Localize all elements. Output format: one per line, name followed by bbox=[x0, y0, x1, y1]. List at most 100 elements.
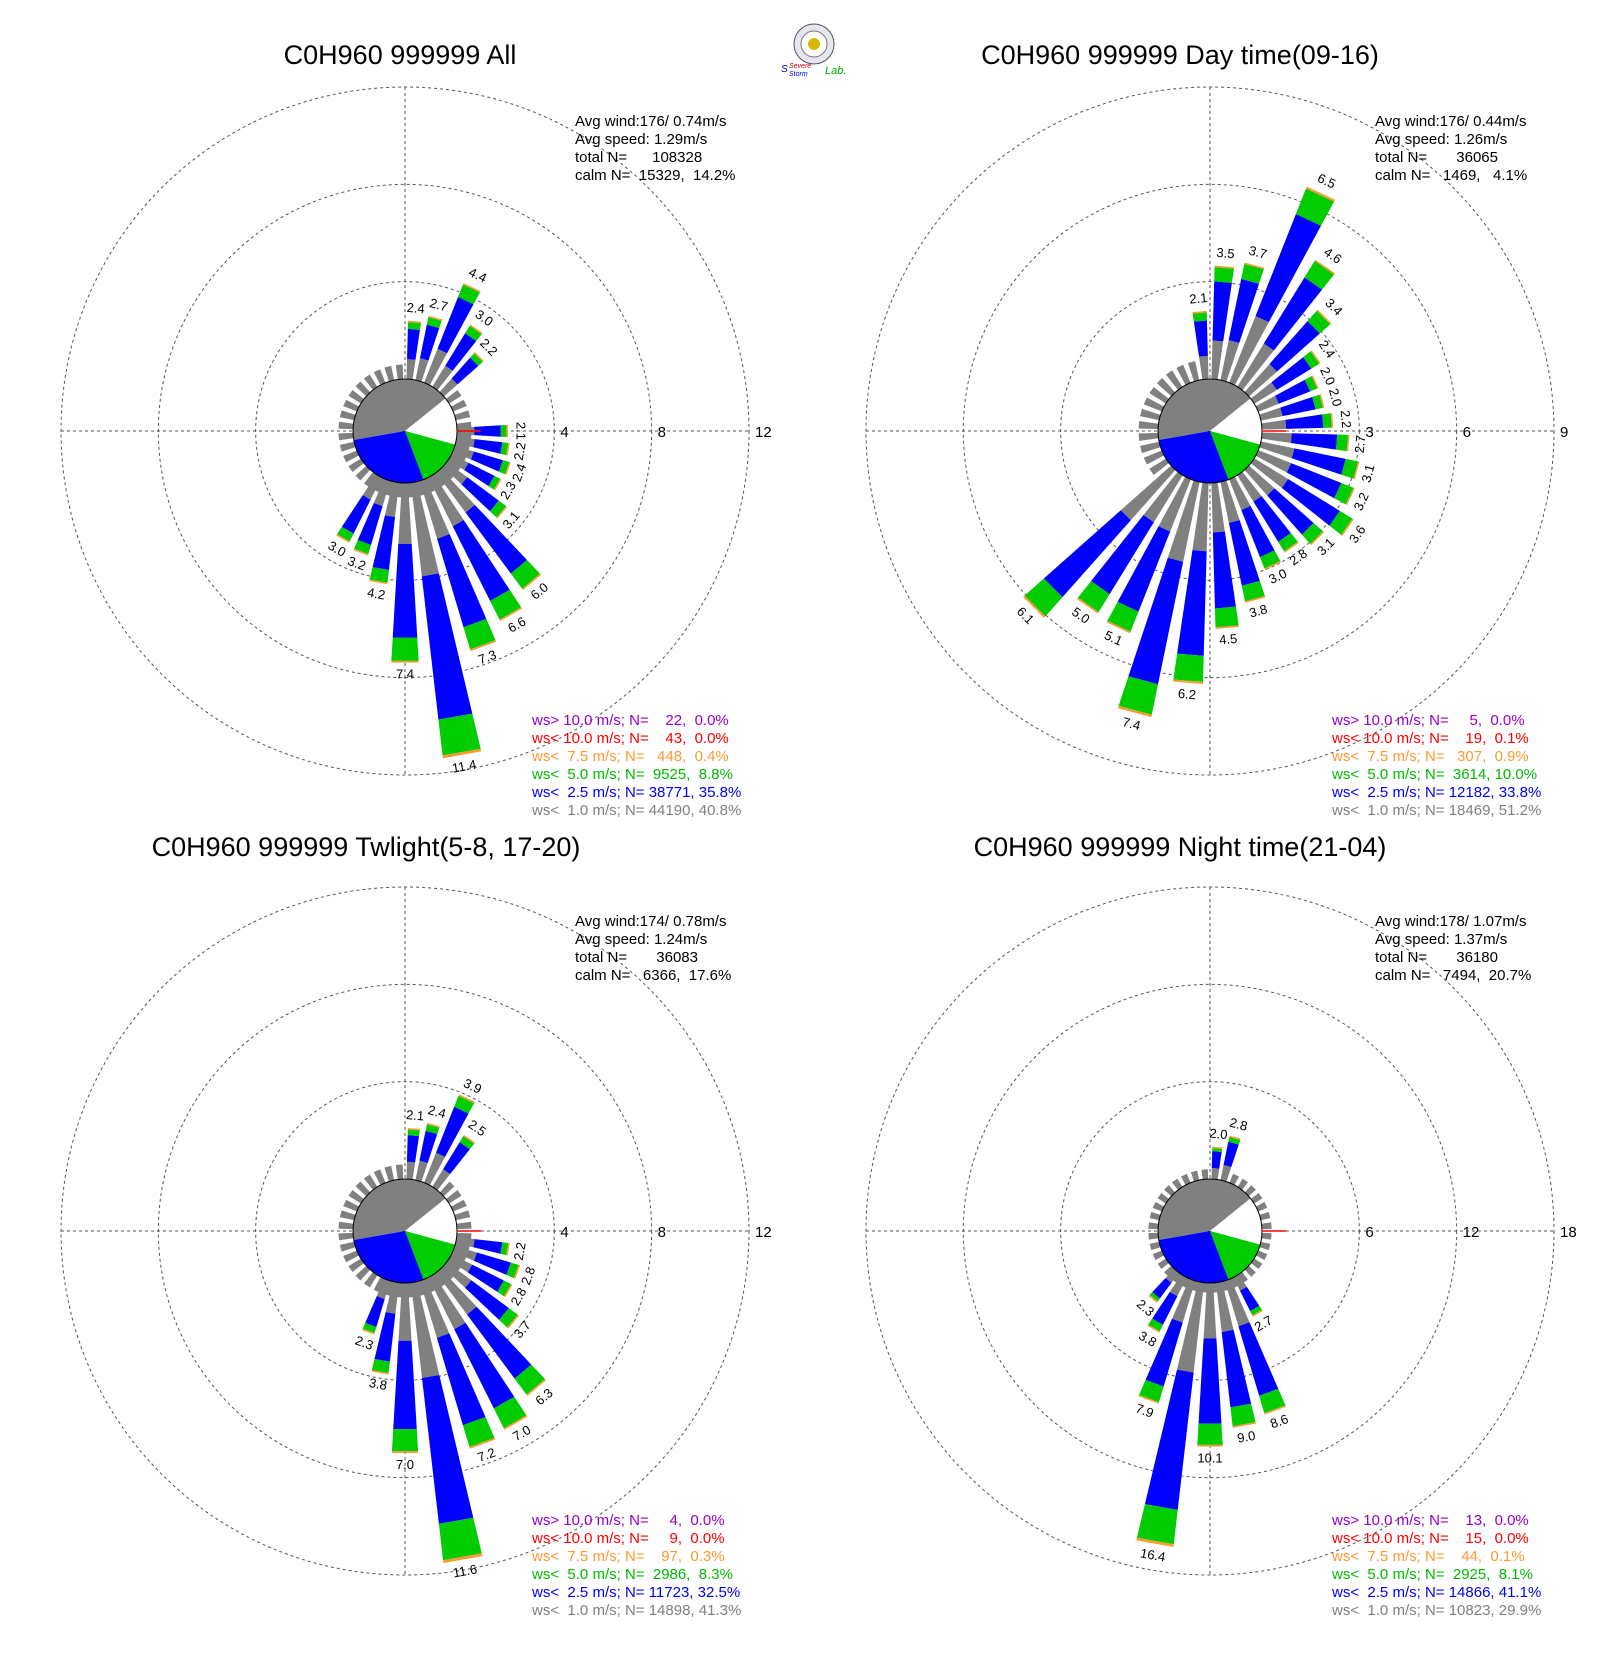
wind-bar-minor bbox=[363, 1174, 378, 1191]
wind-bar-segment-lt7_5 bbox=[504, 462, 511, 475]
wind-bar-segment-lt1 bbox=[432, 1169, 451, 1191]
ring-label: 4 bbox=[560, 424, 568, 441]
wind-bar-minor bbox=[1149, 1211, 1161, 1221]
wind-bar-minor bbox=[355, 1181, 371, 1197]
wind-bar-segment-lt7_5 bbox=[1316, 309, 1332, 325]
wind-bar-minor bbox=[432, 1271, 447, 1288]
wind-bar-segment-lt2_5 bbox=[474, 425, 501, 437]
wind-bar-label: 6.5 bbox=[1315, 170, 1338, 191]
wind-bar-segment-lt5 bbox=[1304, 376, 1318, 392]
wind-bar-label: 7.4 bbox=[1121, 714, 1142, 733]
wind-bar-minor bbox=[1187, 361, 1200, 382]
legend-entry-lt10: ws< 10.0 m/s; N= 15, 0.0% bbox=[1332, 1530, 1529, 1547]
wind-bar-segment-lt7_5 bbox=[1148, 1294, 1158, 1303]
wind-bar-segment-lt7_5 bbox=[1212, 1146, 1223, 1149]
stat-calm: calm N= 7494, 20.7% bbox=[1375, 967, 1532, 984]
wind-bar-segment-lt7_5 bbox=[493, 478, 502, 491]
wind-bar-label: 3.2 bbox=[1351, 490, 1372, 513]
wind-bar-minor bbox=[1171, 1178, 1183, 1191]
wind-bar-label: 3.9 bbox=[461, 1075, 484, 1096]
wind-bar-label: 7.0 bbox=[510, 1422, 533, 1444]
stat-total: total N= 36180 bbox=[1375, 949, 1498, 966]
legend-entry-lt1: ws< 1.0 m/s; N= 18469, 51.2% bbox=[1332, 802, 1542, 819]
wind-bar-segment-lt2_5 bbox=[1193, 320, 1208, 357]
calm-pie-white bbox=[1210, 398, 1263, 445]
wind-bar-minor bbox=[445, 458, 462, 473]
wind-bar-minor bbox=[1259, 1241, 1271, 1251]
wind-bar-segment-lt2_5 bbox=[473, 1239, 503, 1254]
wind-bar-segment-lt5 bbox=[500, 1242, 509, 1256]
wind-bar-segment-lt5 bbox=[506, 1262, 519, 1279]
wind-bar-segment-lt2_5 bbox=[1145, 1318, 1183, 1387]
ring-label: 18 bbox=[1560, 1224, 1577, 1241]
wind-bar-segment-lt5 bbox=[1077, 581, 1110, 613]
wind-bar-segment-lt2_5 bbox=[470, 451, 503, 472]
wind-bar-minor bbox=[363, 471, 378, 488]
wind-bar-minor bbox=[1250, 1258, 1263, 1270]
wind-bar-label: 6.2 bbox=[1177, 686, 1196, 703]
wind-bar-segment-lt2_5 bbox=[1043, 510, 1131, 598]
wind-bar-segment-lt5 bbox=[1259, 1388, 1286, 1414]
wind-bar-segment-lt1 bbox=[1233, 1274, 1247, 1291]
wind-bar-segment-lt2_5 bbox=[407, 328, 420, 360]
wind-bar-segment-lt2_5 bbox=[1128, 557, 1184, 685]
legend-entry-lt7_5: ws< 7.5 m/s; N= 97, 0.3% bbox=[532, 1548, 725, 1565]
wind-bar-minor bbox=[338, 1221, 354, 1230]
stat-avg-speed: Avg speed: 1.26m/s bbox=[1375, 131, 1508, 148]
wind-bar-label: 2.4 bbox=[509, 461, 529, 483]
wind-bar-segment-lt1 bbox=[406, 359, 416, 380]
wind-bar-segment-lt7_5 bbox=[408, 320, 422, 324]
wind-bar-segment-lt5 bbox=[1136, 1504, 1178, 1545]
wind-bar-segment-lt5 bbox=[362, 1322, 377, 1334]
legend-entry-lt2_5: ws< 2.5 m/s; N= 12182, 33.8% bbox=[1332, 784, 1542, 801]
legend-twilight: ws> 10.0 m/s; N= 4, 0.0% ws< 10.0 m/s; N=… bbox=[532, 1494, 741, 1620]
wind-rose-all: 4 8 127.311.46.66.07.44.23.23.03.12.32.42.… bbox=[60, 86, 772, 776]
wind-bar-minor bbox=[1143, 397, 1165, 412]
wind-bar-minor bbox=[373, 369, 386, 386]
wind-bar-segment-lt2_5 bbox=[1152, 1291, 1178, 1325]
wind-bar-segment-lt7_5 bbox=[1229, 1135, 1241, 1140]
stat-calm: calm N= 1469, 4.1% bbox=[1375, 167, 1528, 184]
wind-bar-segment-lt7_5 bbox=[1341, 518, 1354, 536]
wind-bar-segment-lt1 bbox=[1120, 465, 1176, 521]
wind-bar-segment-lt5 bbox=[1341, 458, 1358, 479]
wind-bar-minor bbox=[338, 1232, 354, 1241]
wind-bar-label: 2.4 bbox=[406, 300, 425, 317]
wind-bar-segment-lt5 bbox=[498, 460, 510, 475]
wind-bar-segment-lt2_5 bbox=[357, 503, 383, 546]
wind-bar-minor bbox=[454, 1210, 471, 1221]
wind-bar-segment-lt7_5 bbox=[1244, 262, 1265, 270]
wind-bar-minor bbox=[343, 1250, 360, 1263]
calm-pie-green bbox=[1210, 1231, 1261, 1280]
wind-bar-segment-lt7_5 bbox=[506, 424, 508, 438]
wind-bar-minor bbox=[1164, 1185, 1176, 1197]
wind-bar-segment-lt7_5 bbox=[1244, 595, 1266, 603]
wind-bar-segment-lt7_5 bbox=[1310, 350, 1321, 364]
wind-bar-segment-lt1 bbox=[419, 478, 450, 539]
legend-entry-lt5: ws< 5.0 m/s; N= 2986, 8.3% bbox=[532, 1566, 733, 1583]
wind-bar-label: 7.2 bbox=[475, 1445, 497, 1465]
wind-bar-minor bbox=[338, 421, 354, 430]
wind-bar-segment-lt5 bbox=[438, 713, 481, 756]
wind-bar-label: 2.7 bbox=[428, 295, 449, 314]
legend-entry-lt10: ws< 10.0 m/s; N= 9, 0.0% bbox=[532, 1530, 725, 1547]
wind-bar-segment-lt1 bbox=[1165, 1268, 1179, 1283]
wind-bar-segment-lt2_5 bbox=[1212, 531, 1236, 609]
wind-bar-minor bbox=[339, 1241, 356, 1252]
wind-bar-segment-lt2_5 bbox=[1221, 1329, 1252, 1408]
wind-bar-segment-lt5 bbox=[1149, 1292, 1160, 1302]
calm-pie-white bbox=[1210, 1198, 1262, 1245]
ring-label: 8 bbox=[658, 424, 666, 441]
wind-bar-segment-lt2_5 bbox=[443, 1142, 470, 1175]
wind-bar-segment-lt7_5 bbox=[1330, 412, 1334, 428]
wind-bar-minor bbox=[432, 471, 447, 488]
wind-bar-segment-lt1 bbox=[1229, 315, 1269, 386]
wind-bar-minor bbox=[1229, 1173, 1239, 1186]
wind-bar-segment-lt7_5 bbox=[1346, 434, 1350, 452]
wind-bar-segment-lt1 bbox=[419, 1278, 450, 1338]
wind-bar-minor bbox=[1157, 1192, 1170, 1204]
wind-bar-minor bbox=[1250, 1192, 1263, 1204]
wind-bar-label: 2.2 bbox=[477, 335, 500, 358]
wind-bar-segment-lt7_5 bbox=[1117, 705, 1152, 718]
